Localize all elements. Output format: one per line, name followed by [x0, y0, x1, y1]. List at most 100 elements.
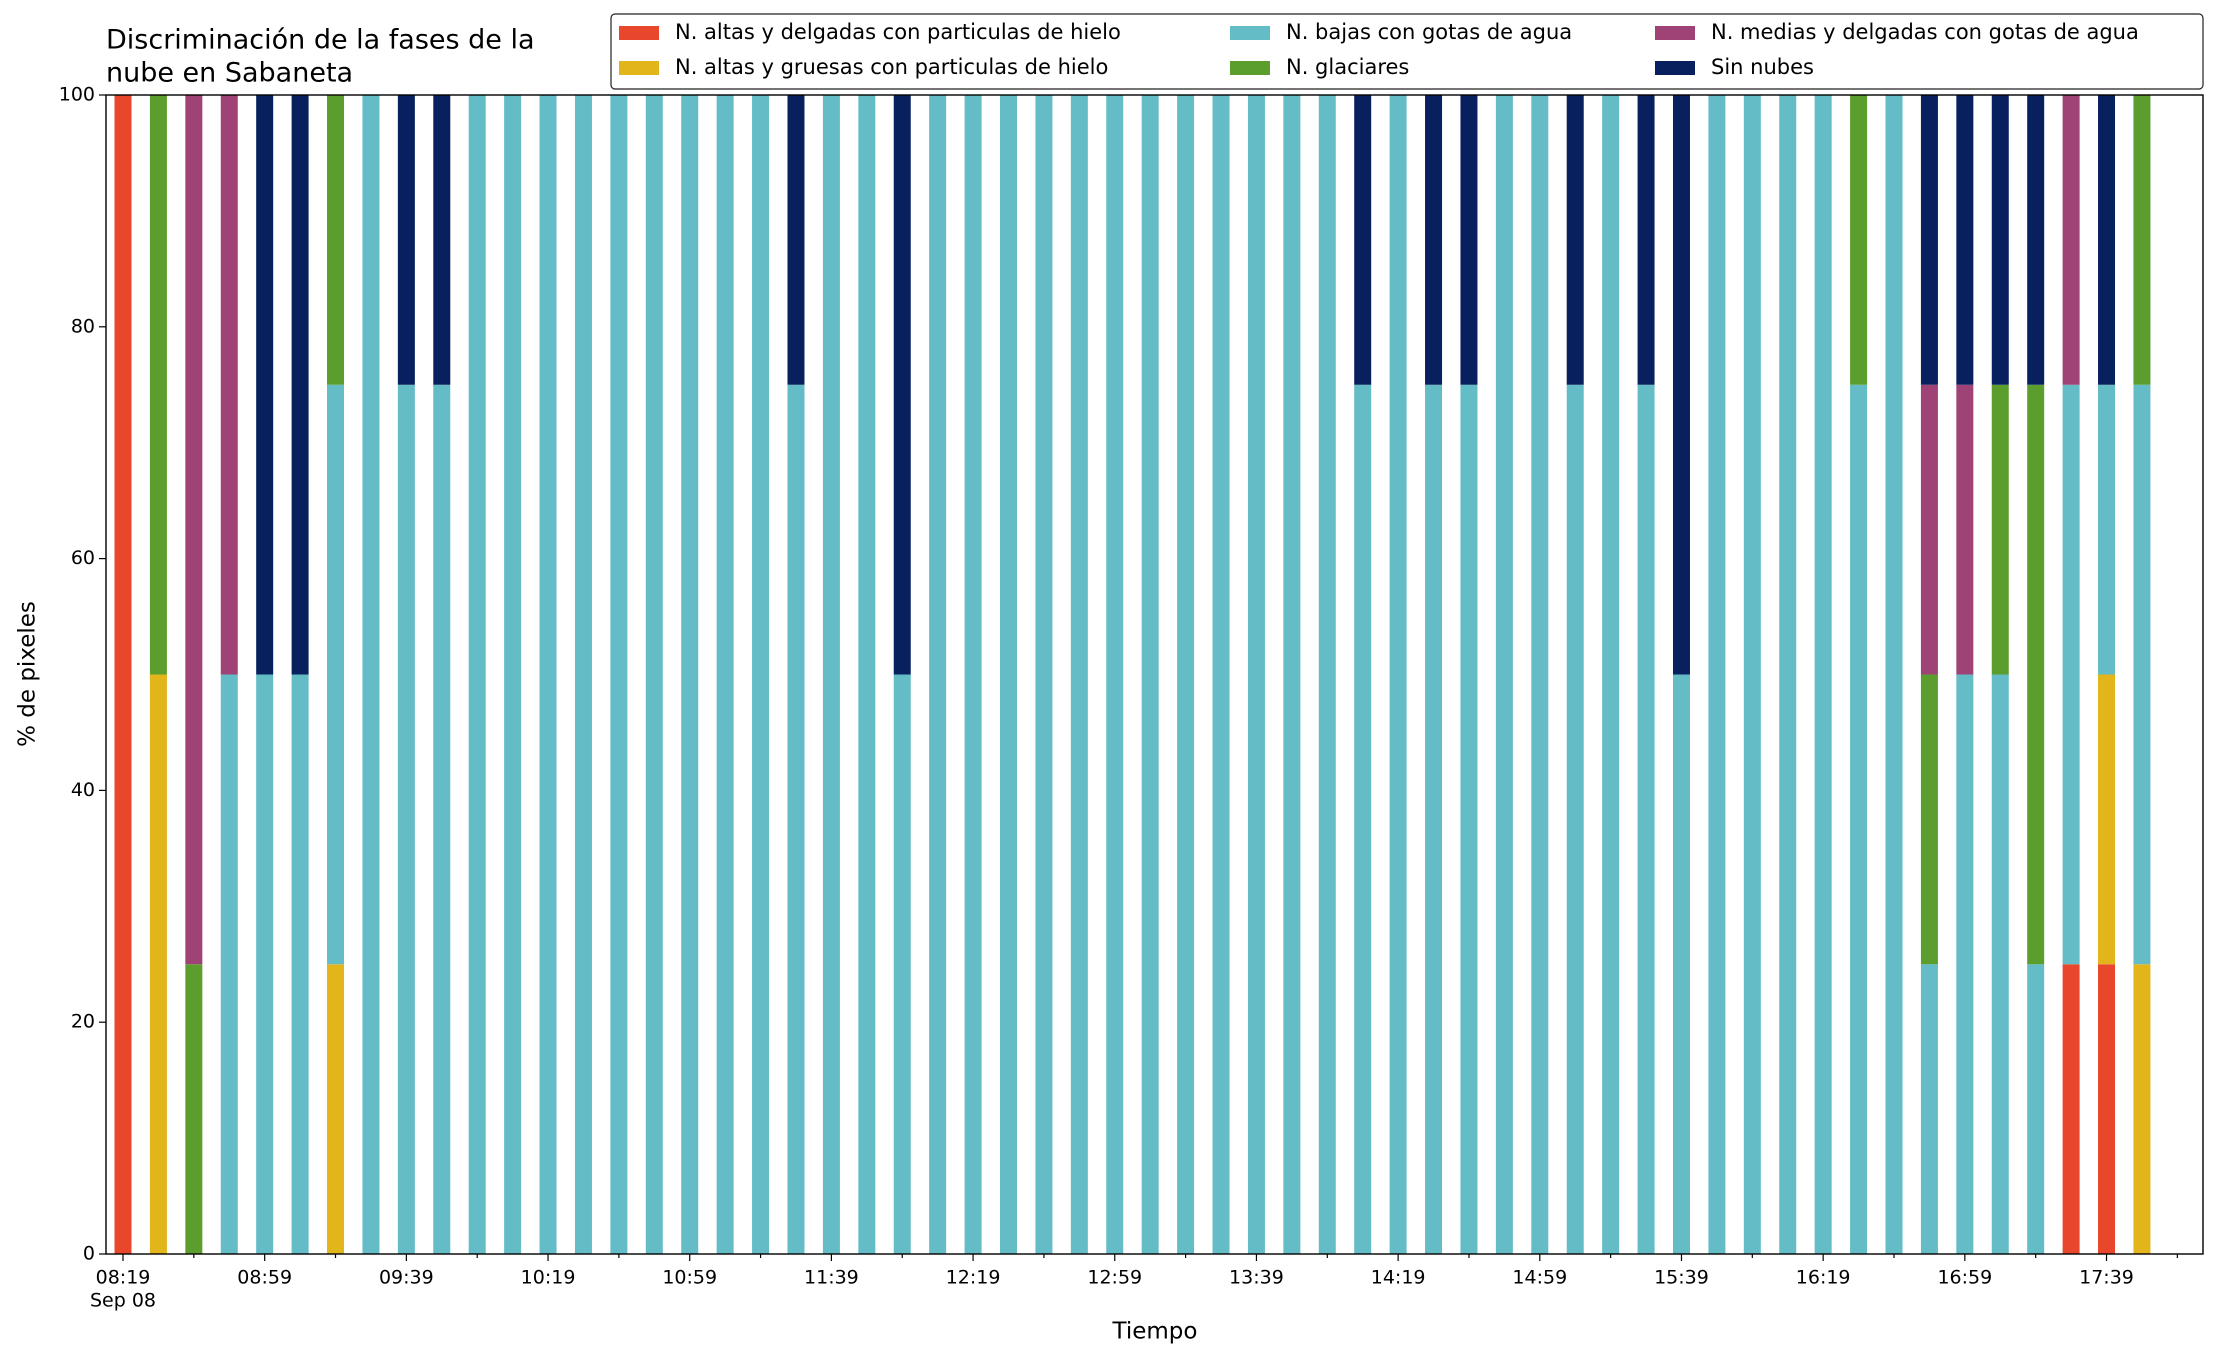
- bar-segment: [2062, 384, 2080, 965]
- x-axis-label: Tiempo: [1112, 1319, 1198, 1345]
- chart-title: Discriminación de la fases de la: [106, 25, 535, 56]
- bar-segment: [185, 95, 203, 965]
- bar-segment: [1531, 95, 1549, 1254]
- x-tick-label: 10:19: [521, 1267, 576, 1289]
- legend-swatch: [1655, 26, 1695, 40]
- y-tick-label: 40: [71, 779, 95, 801]
- bar-segment: [256, 95, 274, 675]
- x-tick-label: 12:59: [1087, 1267, 1142, 1289]
- bar-segment: [397, 95, 415, 385]
- legend-label: N. bajas con gotas de agua: [1286, 20, 1572, 44]
- bar-segment: [1956, 95, 1974, 385]
- x-tick-label: 09:39: [379, 1267, 434, 1289]
- y-tick-label: 80: [71, 315, 95, 337]
- plot-frame: [105, 94, 2204, 1255]
- bar-segment: [1920, 964, 1938, 1254]
- x-tick-label: 15:39: [1654, 1267, 1709, 1289]
- bar-segment: [1637, 95, 1655, 385]
- bar-segment: [1956, 674, 1974, 1254]
- bar-segment: [2098, 674, 2116, 965]
- bar-segment: [2062, 95, 2080, 385]
- bar-segment: [1460, 95, 1478, 385]
- legend-label: N. altas y gruesas con particulas de hie…: [675, 55, 1108, 79]
- bar-segment: [220, 95, 238, 675]
- bar-segment: [1070, 95, 1088, 1254]
- bar-segment: [1141, 95, 1159, 1254]
- bar-segment: [1354, 95, 1372, 385]
- bar-segment: [1850, 384, 1868, 1254]
- bar-segment: [114, 95, 132, 1254]
- bar-segment: [822, 95, 840, 1254]
- x-tick-label: 16:59: [1937, 1267, 1992, 1289]
- bar-segment: [1814, 95, 1832, 1254]
- bar-segment: [397, 384, 415, 1254]
- bar-segment: [1566, 384, 1584, 1254]
- legend-label: N. altas y delgadas con particulas de hi…: [675, 20, 1121, 44]
- bar-segment: [1637, 384, 1655, 1254]
- bar-segment: [327, 964, 345, 1254]
- bar-segment: [2062, 964, 2080, 1254]
- bar-segment: [2027, 964, 2045, 1254]
- legend-label: N. medias y delgadas con gotas de agua: [1711, 20, 2139, 44]
- bar-segment: [716, 95, 734, 1254]
- bar-segment: [787, 384, 805, 1254]
- bar-segment: [1743, 95, 1761, 1254]
- bar-segment: [1885, 95, 1903, 1254]
- bar-segment: [1354, 384, 1372, 1254]
- bar-segment: [327, 384, 345, 965]
- bar-segment: [220, 674, 238, 1254]
- bar-segment: [2098, 964, 2116, 1254]
- bar-segment: [574, 95, 592, 1254]
- bar-segment: [1177, 95, 1195, 1254]
- legend-label: Sin nubes: [1711, 55, 1814, 79]
- bar-segment: [327, 95, 345, 385]
- y-tick-label: 100: [59, 84, 95, 106]
- bar-segment: [539, 95, 557, 1254]
- x-tick-sublabel: Sep 08: [90, 1290, 156, 1312]
- bar-segment: [2133, 384, 2151, 965]
- legend-swatch: [619, 61, 659, 75]
- legend-box: [610, 13, 2204, 90]
- legend-swatch: [1230, 26, 1270, 40]
- bar-segment: [1850, 95, 1868, 385]
- legend-swatch: [1230, 61, 1270, 75]
- bar-segment: [1566, 95, 1584, 385]
- bar-segment: [787, 95, 805, 385]
- bar-segment: [1672, 95, 1690, 675]
- bar-segment: [1212, 95, 1230, 1254]
- legend-label: N. glaciares: [1286, 55, 1409, 79]
- y-tick-label: 20: [71, 1011, 95, 1033]
- bar-segment: [2027, 384, 2045, 965]
- bar-segment: [1779, 95, 1797, 1254]
- bar-segment: [1460, 384, 1478, 1254]
- bar-segment: [1425, 384, 1443, 1254]
- bar-segment: [1495, 95, 1513, 1254]
- x-tick-label: 14:59: [1512, 1267, 1567, 1289]
- x-tick-label: 12:19: [946, 1267, 1001, 1289]
- bar-segment: [1318, 95, 1336, 1254]
- bar-segment: [893, 674, 911, 1254]
- bar-segment: [1956, 384, 1974, 675]
- bar-segment: [256, 674, 274, 1254]
- bar-segment: [291, 95, 309, 675]
- bar-segment: [1283, 95, 1301, 1254]
- y-tick-label: 0: [83, 1243, 95, 1265]
- x-tick-label: 08:19: [96, 1267, 151, 1289]
- legend-swatch: [619, 26, 659, 40]
- bar-segment: [468, 95, 486, 1254]
- chart-title: nube en Sabaneta: [106, 58, 353, 89]
- bar-segment: [1389, 95, 1407, 1254]
- bar-segment: [433, 95, 451, 385]
- y-tick-label: 60: [71, 547, 95, 569]
- bar-segment: [185, 964, 203, 1254]
- bar-segment: [1602, 95, 1620, 1254]
- bar-segment: [1000, 95, 1018, 1254]
- bar-segment: [433, 384, 451, 1254]
- bar-segment: [291, 674, 309, 1254]
- x-tick-label: 17:39: [2079, 1267, 2134, 1289]
- x-tick-label: 10:59: [662, 1267, 717, 1289]
- bar-segment: [2098, 95, 2116, 385]
- bar-segment: [1247, 95, 1265, 1254]
- bar-segment: [2098, 384, 2116, 675]
